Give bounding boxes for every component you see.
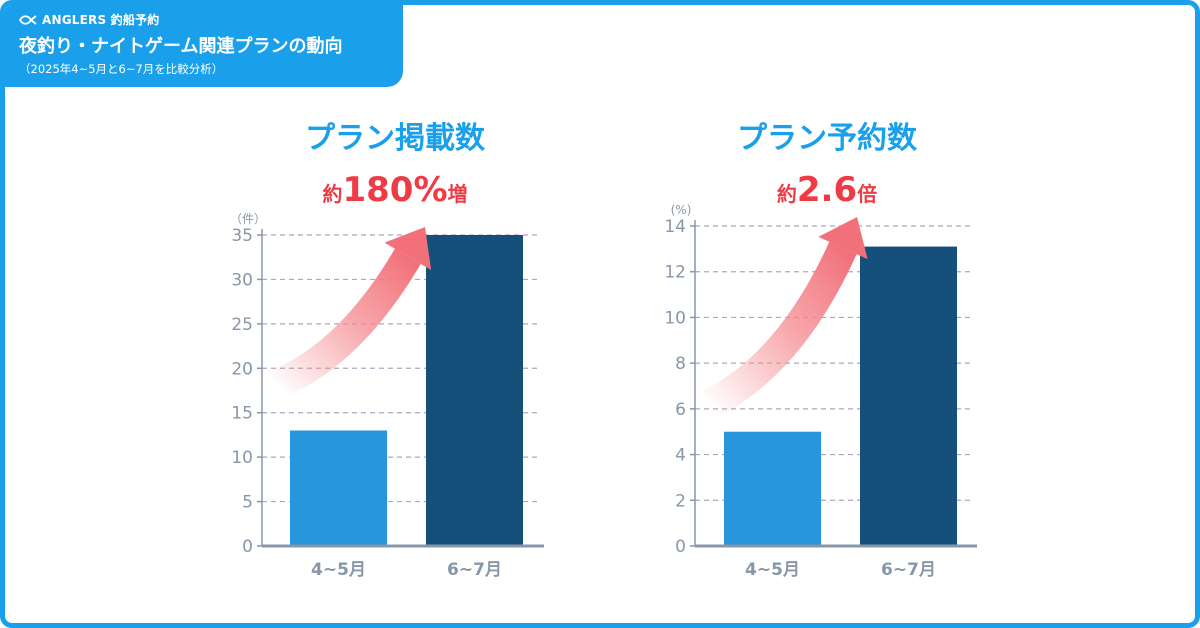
x-tick-label: 6~7月 bbox=[881, 560, 936, 580]
bar-1 bbox=[724, 431, 821, 546]
trend-arrow-head bbox=[384, 227, 432, 270]
page-title: 夜釣り・ナイトゲーム関連プランの動向 bbox=[19, 36, 343, 57]
y-tick-label: 25 bbox=[231, 315, 253, 335]
annotation-prefix: 約 bbox=[777, 182, 797, 206]
y-unit-label: (%) bbox=[671, 203, 692, 217]
y-tick-label: 4 bbox=[675, 446, 686, 466]
y-tick-label: 35 bbox=[231, 226, 253, 246]
trend-arrow-head bbox=[818, 217, 868, 260]
x-tick-label: 4~5月 bbox=[311, 560, 366, 580]
growth-annotation: 約2.6倍 bbox=[777, 170, 877, 210]
y-tick-label: 14 bbox=[664, 217, 686, 237]
y-tick-label: 15 bbox=[231, 404, 253, 424]
annotation-prefix: 約 bbox=[322, 182, 342, 206]
chart-title: プラン予約数 bbox=[737, 121, 918, 156]
y-tick-label: 6 bbox=[675, 400, 686, 420]
trend-arrow-shaft bbox=[269, 248, 421, 399]
chart-title: プラン掲載数 bbox=[305, 121, 486, 156]
bar-1 bbox=[290, 430, 387, 546]
annotation-suffix: 増 bbox=[448, 182, 468, 206]
y-tick-label: 8 bbox=[675, 354, 686, 374]
header-banner: ANGLERS 釣船予約 夜釣り・ナイトゲーム関連プランの動向 （2025年4~… bbox=[5, 5, 403, 87]
y-tick-label: 5 bbox=[242, 493, 253, 513]
y-tick-label: 30 bbox=[231, 270, 253, 290]
charts-area: 0 5 10 15 20 25 30 35 （件） 4~5月 6~7月 プラン掲載数 約180%増 0 2 4… bbox=[5, 5, 1195, 623]
y-tick-label: 2 bbox=[675, 491, 686, 511]
y-tick-label: 12 bbox=[664, 263, 686, 283]
y-unit-label: （件） bbox=[230, 212, 266, 226]
annotation-value: 2.6 bbox=[797, 170, 857, 210]
growth-annotation: 約180%増 bbox=[322, 170, 467, 210]
brand: ANGLERS 釣船予約 bbox=[19, 11, 159, 28]
y-tick-label: 0 bbox=[675, 537, 686, 557]
y-tick-label: 10 bbox=[664, 308, 686, 328]
x-tick-label: 6~7月 bbox=[447, 560, 502, 580]
x-tick-label: 4~5月 bbox=[745, 560, 800, 580]
anglers-logo-icon bbox=[19, 14, 37, 25]
trend-arrow-shaft bbox=[701, 241, 857, 419]
y-tick-label: 10 bbox=[231, 448, 253, 468]
page-subtitle: （2025年4~5月と6~7月を比較分析） bbox=[19, 62, 224, 76]
brand-name: ANGLERS 釣船予約 bbox=[42, 13, 160, 27]
annotation-value: 180% bbox=[342, 170, 447, 210]
y-tick-label: 0 bbox=[242, 537, 253, 557]
annotation-suffix: 倍 bbox=[857, 182, 877, 206]
bar-2 bbox=[426, 235, 523, 546]
y-tick-label: 20 bbox=[231, 359, 253, 379]
bar-2 bbox=[860, 246, 957, 547]
